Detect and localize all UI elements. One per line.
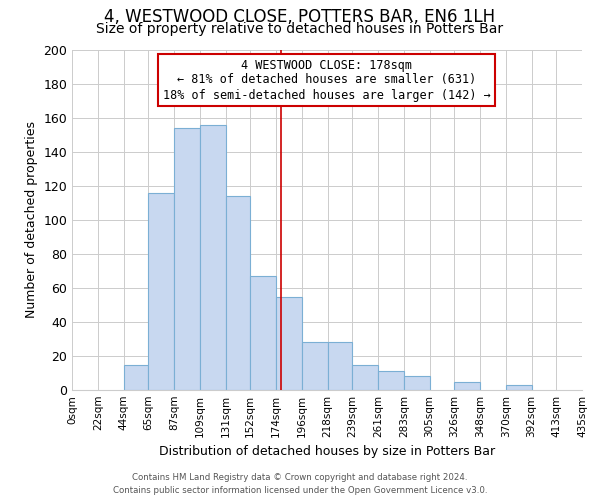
Bar [276,296,302,390]
Bar [352,364,378,390]
Bar [174,128,200,390]
Bar [328,342,352,390]
Bar [226,196,250,390]
Bar [124,364,148,390]
Text: 4 WESTWOOD CLOSE: 178sqm
← 81% of detached houses are smaller (631)
18% of semi-: 4 WESTWOOD CLOSE: 178sqm ← 81% of detach… [163,58,490,102]
Bar [302,342,328,390]
Bar [404,376,430,390]
Bar [378,372,404,390]
Bar [506,385,532,390]
Bar [200,125,226,390]
Bar [250,276,276,390]
X-axis label: Distribution of detached houses by size in Potters Bar: Distribution of detached houses by size … [159,446,495,458]
Text: 4, WESTWOOD CLOSE, POTTERS BAR, EN6 1LH: 4, WESTWOOD CLOSE, POTTERS BAR, EN6 1LH [104,8,496,26]
Y-axis label: Number of detached properties: Number of detached properties [25,122,38,318]
Text: Contains HM Land Registry data © Crown copyright and database right 2024.
Contai: Contains HM Land Registry data © Crown c… [113,474,487,495]
Bar [148,193,174,390]
Text: Size of property relative to detached houses in Potters Bar: Size of property relative to detached ho… [97,22,503,36]
Bar [454,382,480,390]
